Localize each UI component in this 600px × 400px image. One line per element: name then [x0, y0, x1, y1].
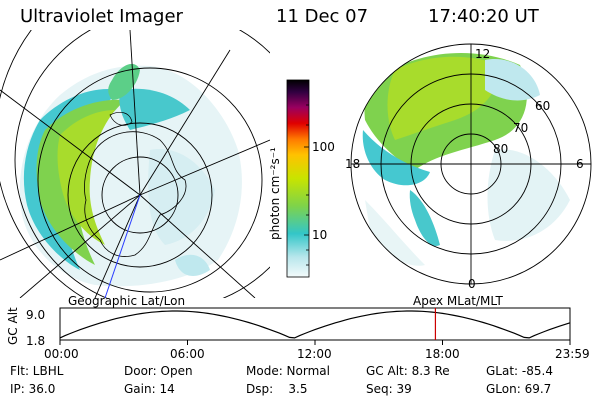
colorbar-tick-100: 100 — [312, 140, 335, 154]
geographic-map — [0, 30, 270, 298]
xtick-1200: 12:00 — [297, 347, 332, 361]
mlat-label-80: 80 — [493, 142, 508, 156]
info-glat: GLat: -85.4 — [486, 364, 553, 378]
mlt-label-18: 18 — [345, 157, 360, 171]
meridians — [0, 30, 270, 298]
info-gain: Gain: 14 — [124, 382, 175, 396]
magnetic-map: 12 18 6 0 60 70 80 — [345, 43, 592, 290]
instrument-title: Ultraviolet Imager — [20, 6, 183, 27]
mlt-label-6: 6 — [576, 157, 584, 171]
orbit-altitude-curve — [59, 310, 571, 339]
info-gc-alt: GC Alt: 8.3 Re — [366, 364, 450, 378]
ytick-1-8: 1.8 — [26, 334, 45, 348]
xtick-1800: 18:00 — [425, 347, 460, 361]
xtick-0600: 06:00 — [170, 347, 205, 361]
colorbar-tick-10: 10 — [312, 228, 328, 242]
info-glon: GLon: 69.7 — [486, 382, 552, 396]
mlat-label-60: 60 — [535, 99, 550, 113]
ytick-9: 9.0 — [26, 308, 45, 322]
altitude-timeline: GC Alt 9.0 1.8 00:00 06:00 12:00 18:00 2… — [6, 307, 590, 361]
uv-image-geographic — [19, 63, 242, 287]
latitude-circles — [0, 30, 270, 298]
info-filter: Flt: LBHL — [10, 364, 64, 378]
observation-time: 17:40:20 UT — [428, 6, 539, 27]
xtick-0000: 00:00 — [44, 347, 79, 361]
geographic-caption: Geographic Lat/Lon — [68, 294, 186, 308]
altitude-plot-frame — [59, 307, 571, 341]
info-mode: Mode: Normal — [246, 364, 330, 378]
colorbar-unit-label: photon cm⁻²s⁻¹ — [268, 147, 282, 240]
observation-date: 11 Dec 07 — [276, 6, 369, 27]
mlt-label-0: 0 — [468, 277, 476, 290]
info-ip: IP: 36.0 — [10, 382, 56, 396]
mlt-axes — [351, 44, 591, 284]
mlat-label-70: 70 — [513, 121, 528, 135]
gc-alt-axis-label: GC Alt — [6, 307, 20, 345]
continent-outline — [84, 131, 187, 257]
colorbar: photon cm⁻²s⁻¹ — [268, 79, 310, 278]
mlt-label-12: 12 — [475, 47, 490, 61]
info-dsp: Dsp: 3.5 — [246, 382, 308, 396]
magnetic-caption: Apex MLat/MLT — [413, 294, 503, 308]
uv-image-magnetic — [351, 44, 591, 284]
xtick-2359: 23:59 — [555, 347, 590, 361]
info-seq: Seq: 39 — [366, 382, 412, 396]
colorbar-scale — [286, 79, 310, 278]
info-door: Door: Open — [124, 364, 193, 378]
